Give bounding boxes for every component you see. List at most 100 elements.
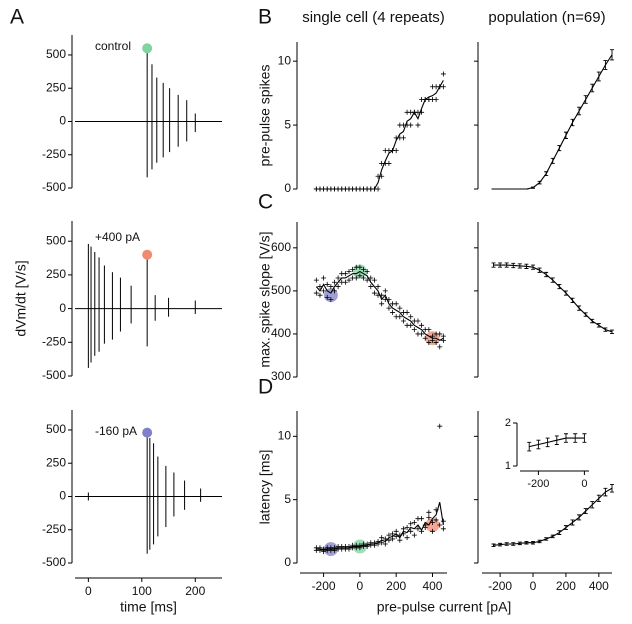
repeat-point xyxy=(339,546,345,552)
repeat-point xyxy=(400,318,406,324)
repeat-point xyxy=(313,545,319,551)
x-tick-label: 200 xyxy=(556,579,576,593)
repeat-point xyxy=(386,305,392,311)
error-bar xyxy=(504,262,509,268)
error-bar xyxy=(577,305,582,311)
error-bar xyxy=(537,539,542,544)
repeat-point xyxy=(411,532,417,538)
repeat-point xyxy=(429,519,435,525)
repeat-point xyxy=(379,540,385,546)
x-axis-label: pre-pulse current [pA] xyxy=(377,599,512,615)
repeat-point xyxy=(393,528,399,534)
repeat-point xyxy=(321,275,327,281)
repeat-point xyxy=(371,277,377,283)
repeat-point xyxy=(346,546,352,552)
error-bar xyxy=(557,145,562,152)
x-tick-label: 100 xyxy=(132,584,152,598)
repeat-point xyxy=(368,284,374,290)
error-bar xyxy=(537,180,542,185)
repeat-point xyxy=(400,135,406,141)
repeat-point xyxy=(328,297,334,302)
repeat-point xyxy=(364,269,370,275)
error-bar xyxy=(550,534,555,539)
error-bar xyxy=(550,277,555,283)
repeat-point xyxy=(440,337,446,343)
repeat-point xyxy=(408,521,414,527)
x-tick-label: -200 xyxy=(312,579,336,593)
repeat-point xyxy=(404,535,410,541)
repeat-point xyxy=(361,275,367,281)
repeat-point xyxy=(415,526,421,532)
repeat-point xyxy=(324,547,330,553)
repeat-point xyxy=(429,97,435,103)
repeat-point xyxy=(393,314,399,320)
repeat-point xyxy=(440,71,446,77)
repeat-point xyxy=(400,526,406,532)
inset-background xyxy=(487,415,595,491)
x-tick-label: 0 xyxy=(581,478,587,490)
repeat-point xyxy=(408,528,414,534)
error-bar xyxy=(590,318,595,324)
repeat-point xyxy=(404,525,410,531)
error-bar xyxy=(570,118,575,127)
error-bar xyxy=(590,83,595,93)
repeat-point xyxy=(393,533,399,539)
repeat-point xyxy=(382,536,388,542)
x-tick-label: 0 xyxy=(357,579,364,593)
y-tick-label: 400 xyxy=(271,326,291,340)
error-bar xyxy=(524,263,529,269)
error-bar xyxy=(603,60,608,70)
repeat-point xyxy=(390,531,396,537)
y-tick-label: 5 xyxy=(284,117,291,131)
error-bar xyxy=(583,312,588,317)
y-tick-label: 0 xyxy=(284,181,291,195)
repeat-point xyxy=(335,284,341,290)
error-bar xyxy=(554,435,559,445)
x-tick-label: 200 xyxy=(386,579,406,593)
repeat-point xyxy=(357,273,363,279)
error-bar xyxy=(491,543,496,547)
error-bar xyxy=(531,541,536,545)
repeat-point xyxy=(440,333,446,339)
repeat-point xyxy=(361,544,367,550)
error-bar xyxy=(590,501,595,509)
repeat-point xyxy=(350,542,356,548)
repeat-point xyxy=(379,173,385,179)
repeat-point xyxy=(342,271,348,277)
y-tick-label: 10 xyxy=(278,429,292,443)
repeat-point xyxy=(404,309,410,315)
repeat-point xyxy=(437,331,443,337)
repeat-point xyxy=(368,275,374,281)
repeat-point xyxy=(397,532,403,538)
repeat-point xyxy=(321,546,327,552)
repeat-point xyxy=(415,331,421,337)
y-axis-label: dVm/dt [V/s] xyxy=(13,260,29,336)
error-bar xyxy=(544,271,549,278)
error-bar xyxy=(536,439,541,450)
error-bar xyxy=(577,514,582,521)
error-bar xyxy=(596,71,601,82)
repeat-point xyxy=(386,532,392,538)
x-axis-label: time [ms] xyxy=(120,599,177,615)
repeat-point xyxy=(404,109,410,115)
error-bar xyxy=(596,323,601,328)
annotation: control xyxy=(95,39,131,53)
repeat-point xyxy=(335,544,341,550)
y-tick-label: 1 xyxy=(505,460,511,472)
y-tick-label: -250 xyxy=(42,522,66,536)
error-bar xyxy=(570,519,575,526)
repeat-point xyxy=(408,322,414,328)
spike-marker xyxy=(142,249,153,260)
error-bar xyxy=(544,171,549,177)
error-bar xyxy=(603,487,608,497)
repeat-point xyxy=(426,514,432,520)
repeat-point xyxy=(411,318,417,324)
y-tick-label: 2 xyxy=(505,417,511,429)
error-bar xyxy=(524,541,529,545)
repeat-point xyxy=(324,281,330,287)
x-tick-label: -200 xyxy=(488,579,512,593)
error-bar xyxy=(603,327,608,332)
x-tick-label: 400 xyxy=(422,579,442,593)
